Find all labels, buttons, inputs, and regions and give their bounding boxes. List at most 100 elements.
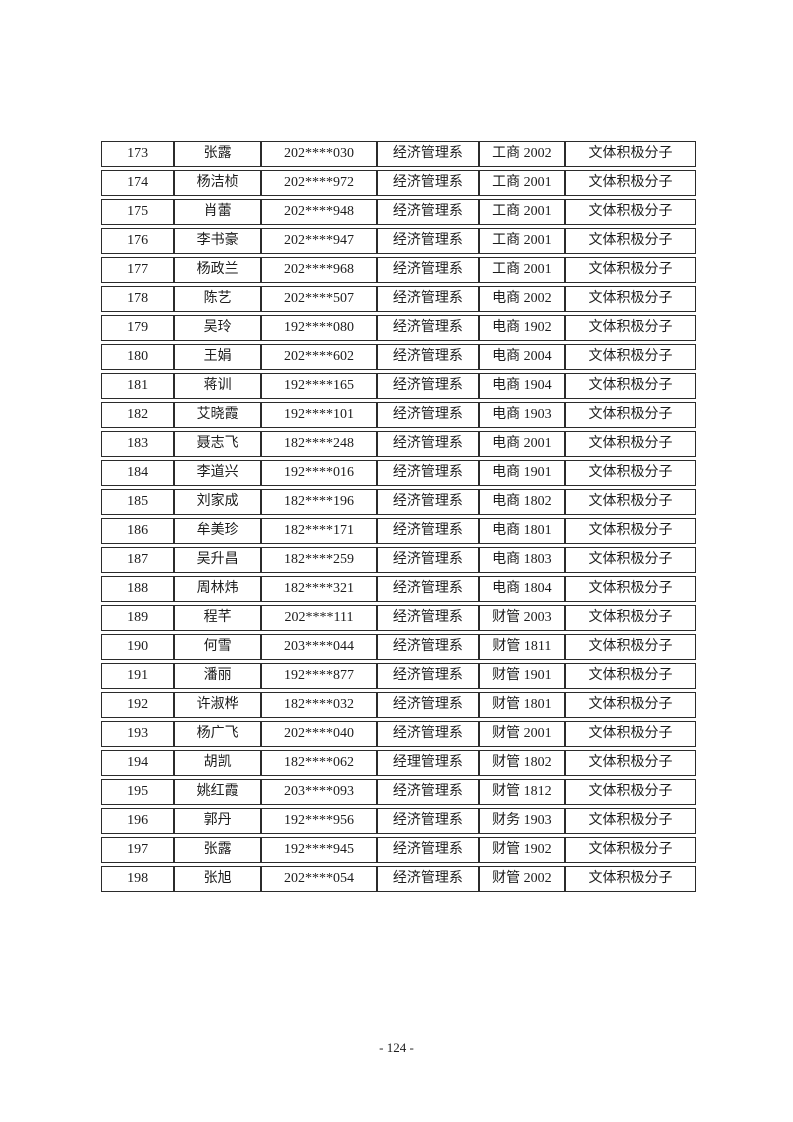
cell-department: 经济管理系	[377, 663, 479, 689]
table-row: 178 陈艺 202****507 经济管理系 电商 2002 文体积极分子	[101, 286, 696, 312]
table-row: 179 吴玲 192****080 经济管理系 电商 1902 文体积极分子	[101, 315, 696, 341]
cell-class: 工商 2001	[478, 170, 566, 196]
cell-department: 经济管理系	[377, 489, 479, 515]
cell-student-id: 202****507	[261, 286, 378, 312]
cell-name: 蒋训	[174, 373, 262, 399]
cell-department: 经济管理系	[377, 257, 479, 283]
cell-department: 经济管理系	[377, 866, 479, 892]
cell-index: 190	[101, 634, 175, 660]
cell-student-id: 202****947	[261, 228, 378, 254]
cell-index: 184	[101, 460, 175, 486]
cell-index: 193	[101, 721, 175, 747]
cell-class: 电商 2004	[478, 344, 566, 370]
cell-award: 文体积极分子	[565, 837, 696, 863]
cell-class: 电商 1801	[478, 518, 566, 544]
cell-index: 197	[101, 837, 175, 863]
table-row: 196 郭丹 192****956 经济管理系 财务 1903 文体积极分子	[101, 808, 696, 834]
cell-award: 文体积极分子	[565, 199, 696, 225]
table-row: 197 张露 192****945 经济管理系 财管 1902 文体积极分子	[101, 837, 696, 863]
cell-name: 杨洁桢	[174, 170, 262, 196]
cell-index: 181	[101, 373, 175, 399]
table-row: 180 王娟 202****602 经济管理系 电商 2004 文体积极分子	[101, 344, 696, 370]
cell-index: 177	[101, 257, 175, 283]
cell-award: 文体积极分子	[565, 170, 696, 196]
cell-student-id: 182****196	[261, 489, 378, 515]
cell-class: 电商 1802	[478, 489, 566, 515]
cell-index: 185	[101, 489, 175, 515]
cell-student-id: 202****040	[261, 721, 378, 747]
cell-award: 文体积极分子	[565, 489, 696, 515]
cell-department: 经济管理系	[377, 344, 479, 370]
cell-award: 文体积极分子	[565, 576, 696, 602]
cell-index: 189	[101, 605, 175, 631]
cell-name: 杨政兰	[174, 257, 262, 283]
cell-award: 文体积极分子	[565, 141, 696, 167]
cell-index: 173	[101, 141, 175, 167]
cell-name: 艾晓霞	[174, 402, 262, 428]
cell-index: 191	[101, 663, 175, 689]
cell-student-id: 202****948	[261, 199, 378, 225]
table-row: 193 杨广飞 202****040 经济管理系 财管 2001 文体积极分子	[101, 721, 696, 747]
award-table-body: 173 张露 202****030 经济管理系 工商 2002 文体积极分子 174 杨洁桢 2…	[101, 141, 696, 892]
cell-class: 财管 1802	[478, 750, 566, 776]
cell-student-id: 202****972	[261, 170, 378, 196]
cell-student-id: 192****956	[261, 808, 378, 834]
cell-student-id: 182****062	[261, 750, 378, 776]
cell-name: 姚红霞	[174, 779, 262, 805]
cell-department: 经济管理系	[377, 315, 479, 341]
cell-index: 186	[101, 518, 175, 544]
cell-award: 文体积极分子	[565, 808, 696, 834]
cell-class: 财管 1811	[478, 634, 566, 660]
table-row: 181 蒋训 192****165 经济管理系 电商 1904 文体积极分子	[101, 373, 696, 399]
cell-index: 179	[101, 315, 175, 341]
table-row: 189 程芊 202****111 经济管理系 财管 2003 文体积极分子	[101, 605, 696, 631]
cell-class: 工商 2002	[478, 141, 566, 167]
cell-award: 文体积极分子	[565, 721, 696, 747]
cell-name: 杨广飞	[174, 721, 262, 747]
cell-name: 程芊	[174, 605, 262, 631]
cell-name: 王娟	[174, 344, 262, 370]
cell-class: 财管 1812	[478, 779, 566, 805]
cell-class: 财管 2003	[478, 605, 566, 631]
cell-name: 聂志飞	[174, 431, 262, 457]
award-list-table: 173 张露 202****030 经济管理系 工商 2002 文体积极分子 174 杨洁桢 2…	[101, 138, 696, 895]
table-row: 175 肖蕾 202****948 经济管理系 工商 2001 文体积极分子	[101, 199, 696, 225]
table-row: 198 张旭 202****054 经济管理系 财管 2002 文体积极分子	[101, 866, 696, 892]
cell-name: 陈艺	[174, 286, 262, 312]
cell-name: 李道兴	[174, 460, 262, 486]
cell-award: 文体积极分子	[565, 257, 696, 283]
cell-award: 文体积极分子	[565, 460, 696, 486]
cell-index: 176	[101, 228, 175, 254]
cell-award: 文体积极分子	[565, 634, 696, 660]
cell-student-id: 202****054	[261, 866, 378, 892]
table-row: 195 姚红霞 203****093 经济管理系 财管 1812 文体积极分子	[101, 779, 696, 805]
cell-class: 电商 1903	[478, 402, 566, 428]
cell-department: 经理管理系	[377, 750, 479, 776]
cell-class: 财务 1903	[478, 808, 566, 834]
table-row: 191 潘丽 192****877 经济管理系 财管 1901 文体积极分子	[101, 663, 696, 689]
cell-index: 175	[101, 199, 175, 225]
cell-index: 182	[101, 402, 175, 428]
cell-name: 许淑桦	[174, 692, 262, 718]
cell-award: 文体积极分子	[565, 228, 696, 254]
cell-index: 192	[101, 692, 175, 718]
cell-department: 经济管理系	[377, 199, 479, 225]
cell-student-id: 182****321	[261, 576, 378, 602]
cell-class: 电商 1904	[478, 373, 566, 399]
cell-award: 文体积极分子	[565, 518, 696, 544]
cell-department: 经济管理系	[377, 141, 479, 167]
table-row: 194 胡凯 182****062 经理管理系 财管 1802 文体积极分子	[101, 750, 696, 776]
cell-name: 张露	[174, 837, 262, 863]
cell-award: 文体积极分子	[565, 402, 696, 428]
cell-department: 经济管理系	[377, 170, 479, 196]
cell-student-id: 202****602	[261, 344, 378, 370]
table-row: 184 李道兴 192****016 经济管理系 电商 1901 文体积极分子	[101, 460, 696, 486]
table-row: 185 刘家成 182****196 经济管理系 电商 1802 文体积极分子	[101, 489, 696, 515]
cell-name: 刘家成	[174, 489, 262, 515]
cell-award: 文体积极分子	[565, 547, 696, 573]
cell-department: 经济管理系	[377, 460, 479, 486]
cell-department: 经济管理系	[377, 547, 479, 573]
cell-student-id: 182****171	[261, 518, 378, 544]
cell-award: 文体积极分子	[565, 866, 696, 892]
